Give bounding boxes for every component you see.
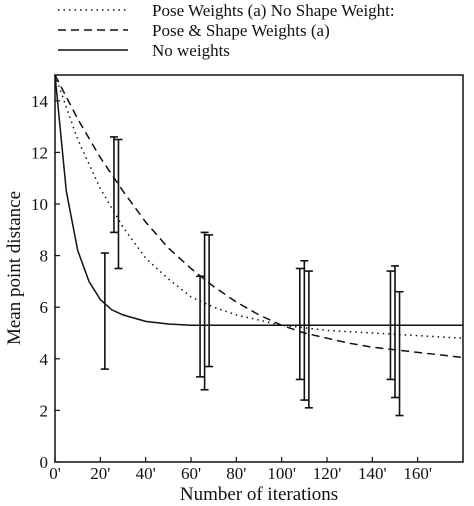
y-tick-label: 10 xyxy=(31,195,48,214)
series-line-dotted xyxy=(54,74,464,339)
x-tick-label: 20' xyxy=(90,464,110,483)
x-tick-label: 0' xyxy=(49,464,61,483)
error-bar xyxy=(300,259,309,401)
x-tick-label: 80' xyxy=(226,464,246,483)
y-tick-label: 0 xyxy=(40,453,49,472)
legend-entry: Pose & Shape Weights (a) xyxy=(58,21,330,40)
error-bar xyxy=(114,138,123,270)
y-tick-label: 6 xyxy=(40,298,49,317)
y-tick-label: 12 xyxy=(31,143,48,162)
legend: Pose Weights (a) No Shape Weight:Pose & … xyxy=(58,1,395,60)
axis-ticks: 0' 20' 40' 60' 80' 100' 120' 140' 160' 0 2 4 6 8 10 12 1… xyxy=(31,92,432,483)
y-tick-label: 2 xyxy=(40,401,49,420)
error-bar xyxy=(205,234,214,368)
y-axis-label: Mean point distance xyxy=(4,191,25,345)
x-tick-label: 160' xyxy=(403,464,432,483)
x-tick-label: 120' xyxy=(313,464,342,483)
error-bar xyxy=(200,231,209,391)
y-tick-label: 8 xyxy=(40,247,49,266)
legend-entry: No weights xyxy=(58,41,230,60)
error-bar xyxy=(304,270,313,409)
y-tick-label: 4 xyxy=(40,350,49,369)
x-tick-label: 100' xyxy=(267,464,296,483)
series-line-solid xyxy=(54,74,463,327)
legend-label: No weights xyxy=(152,41,230,60)
x-axis-label: Number of iterations xyxy=(180,484,338,505)
error-bar xyxy=(386,270,395,381)
errorbar-layer xyxy=(100,136,404,417)
x-tick-label: 40' xyxy=(136,464,156,483)
error-bar xyxy=(100,252,109,370)
series-layer xyxy=(54,74,464,359)
plot-frame xyxy=(54,74,464,463)
error-bar xyxy=(391,265,399,399)
legend-label: Pose & Shape Weights (a) xyxy=(152,21,330,40)
error-bar xyxy=(295,267,304,381)
error-bar xyxy=(395,290,404,417)
x-tick-label: 140' xyxy=(358,464,387,483)
y-tick-label: 14 xyxy=(31,92,49,111)
legend-label: Pose Weights (a) No Shape Weight: xyxy=(152,1,395,20)
legend-entry: Pose Weights (a) No Shape Weight: xyxy=(58,1,395,20)
error-bar xyxy=(196,275,205,378)
x-tick-label: 60' xyxy=(181,464,201,483)
error-bar xyxy=(109,136,118,234)
